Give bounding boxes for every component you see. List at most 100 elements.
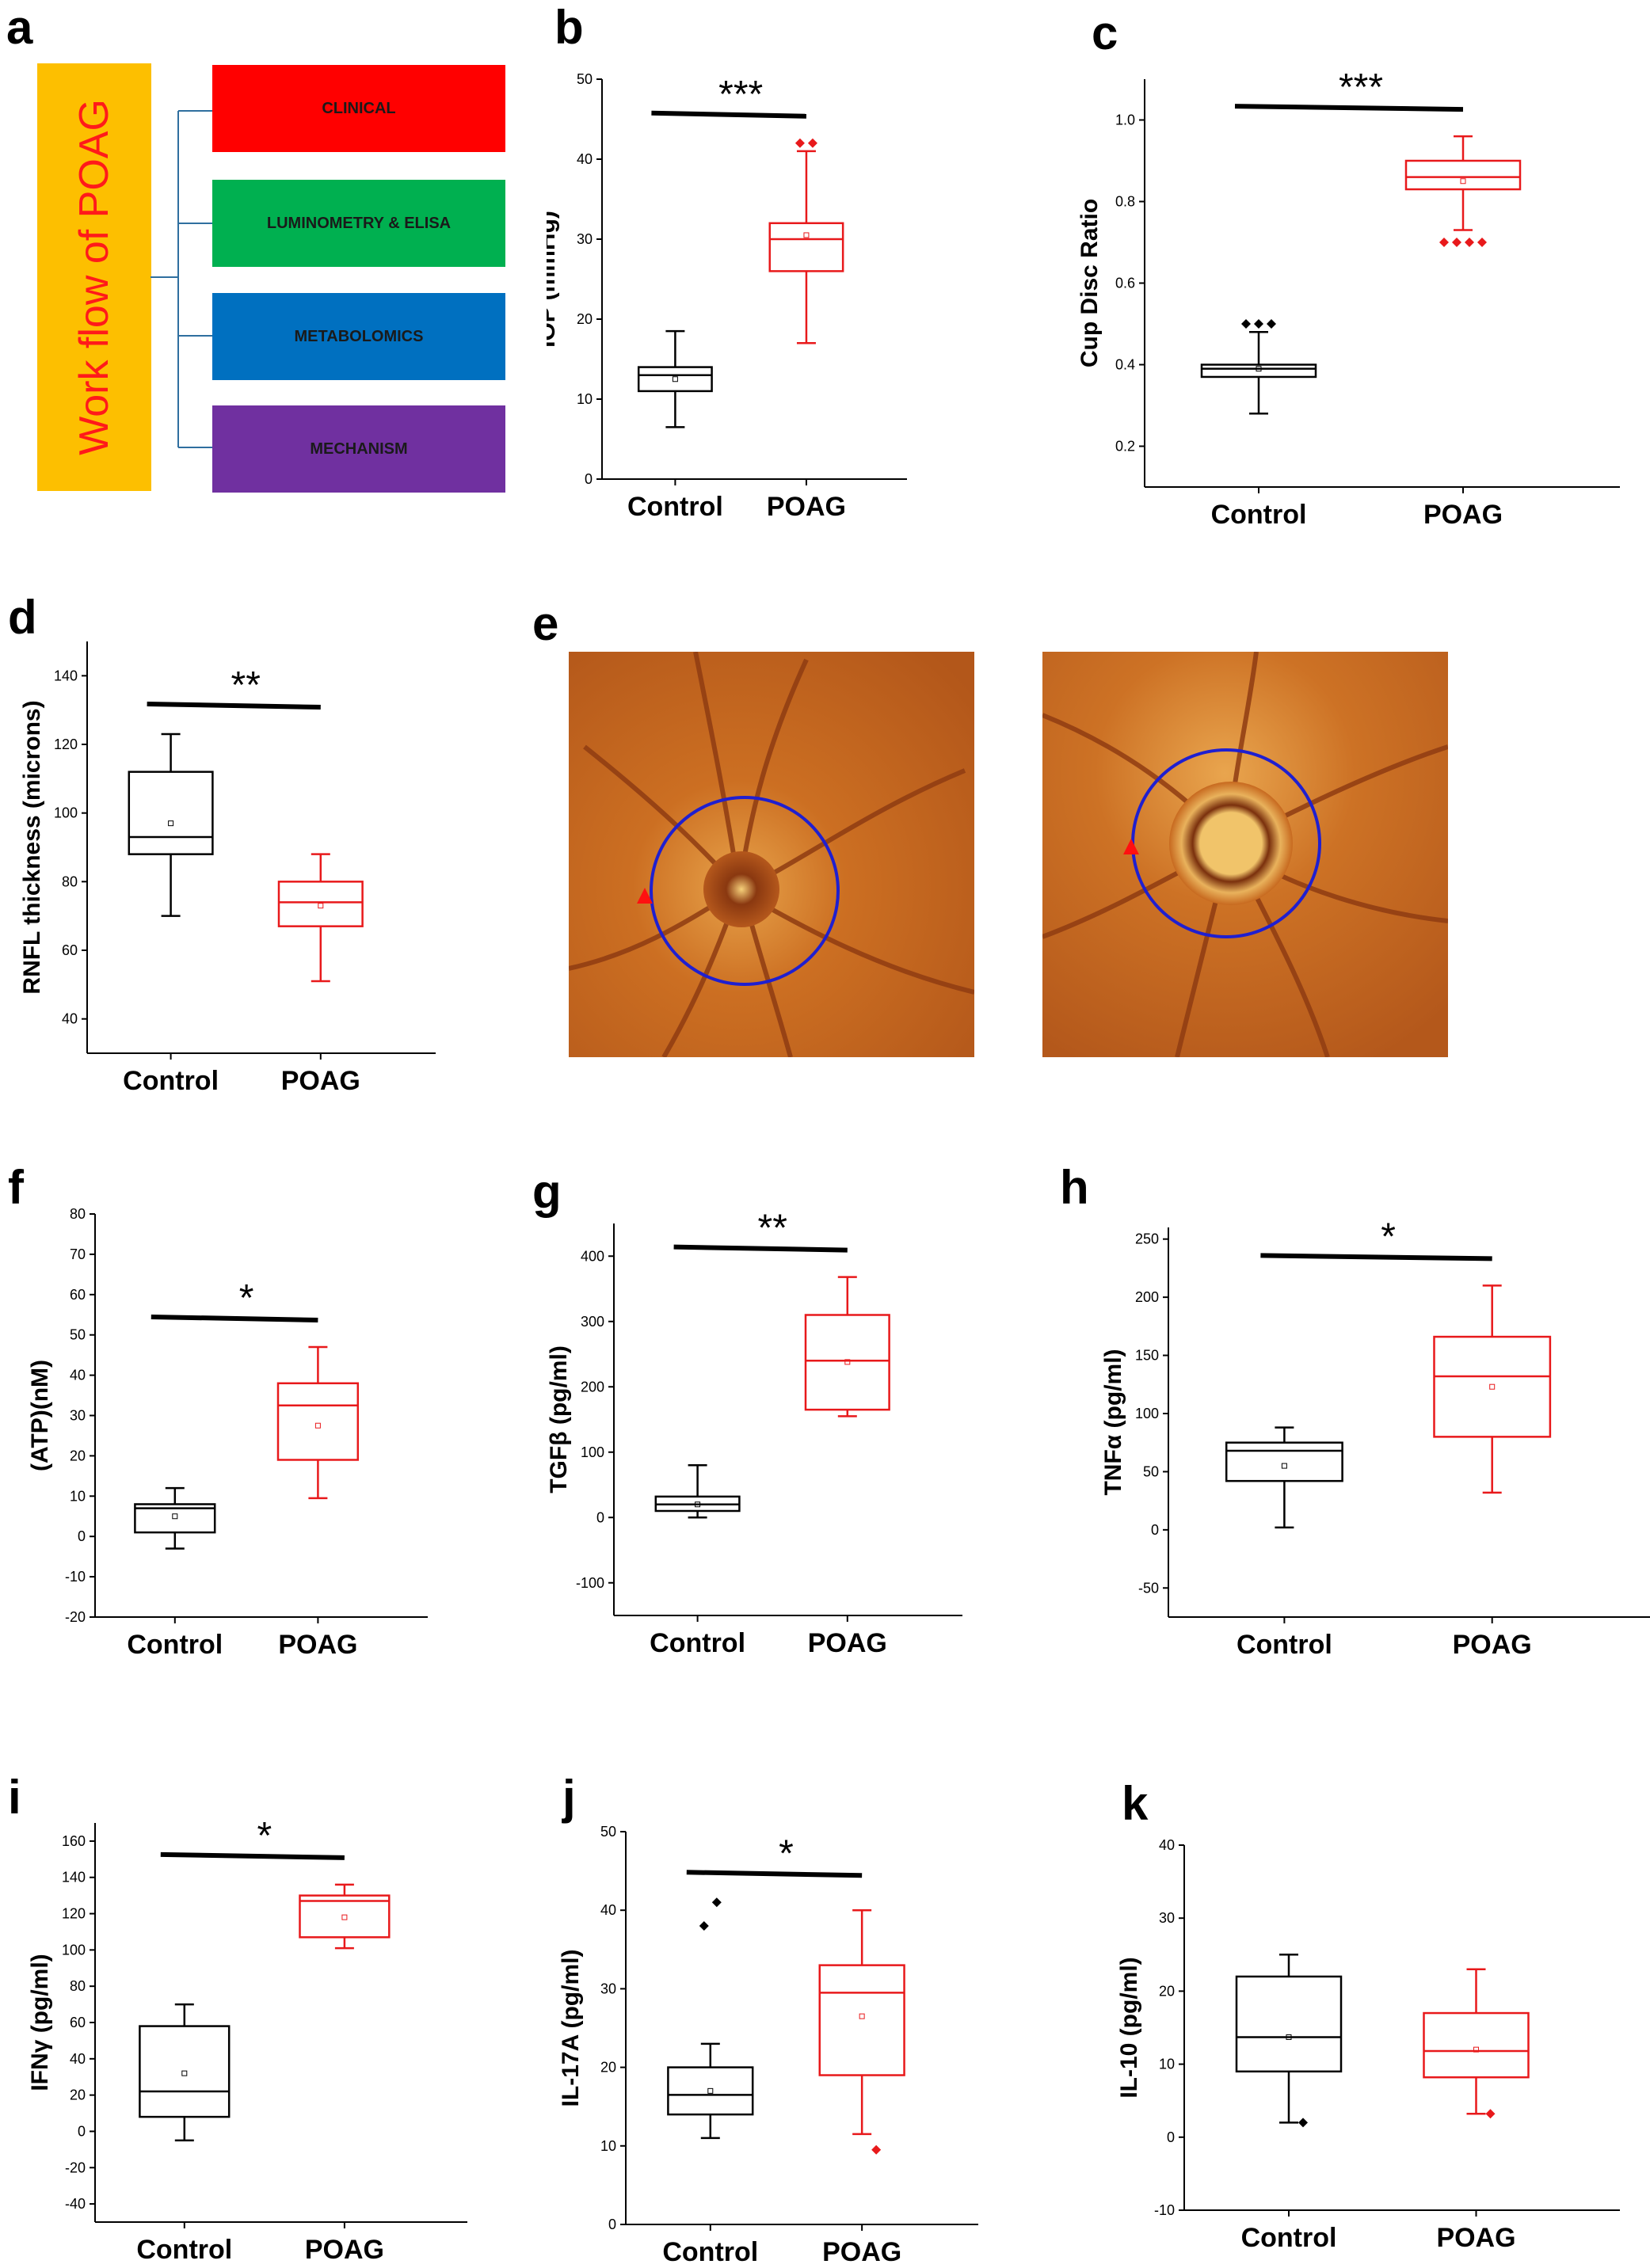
y-tick-label: 250: [1135, 1231, 1159, 1247]
y-axis-label: Cup Disc Ratio: [1077, 199, 1103, 367]
y-tick-label: 50: [600, 1824, 616, 1840]
y-axis-label: TGFβ (pg/ml): [546, 1345, 572, 1494]
control-box: [1235, 1975, 1343, 2073]
y-tick-label: -20: [65, 2160, 86, 2175]
y-tick-label: -50: [1138, 1580, 1159, 1596]
y-tick-label: 150: [1135, 1348, 1159, 1364]
chart-tgf-beta: -100 0 100 200 300 400 TGFβ (pg/ml) Control POAG…: [546, 1208, 962, 1658]
y-tick-label: 80: [70, 1206, 86, 1222]
y-tick-label: 400: [581, 1248, 604, 1264]
significance-bar: [673, 1244, 848, 1253]
y-tick-label: 50: [70, 1327, 86, 1343]
poag-mean: [318, 903, 324, 909]
x-tick-label: POAG: [808, 1628, 887, 1658]
significance-label: *: [257, 1815, 272, 1857]
x-tick-label: Control: [127, 1630, 223, 1660]
x-tick-label: Control: [650, 1628, 745, 1658]
y-tick-label: 0: [78, 1528, 86, 1544]
chart-ifn-gamma: -40 -20 0 20 40 60 80 100 120 140 160 IFNγ (pg/ml) C…: [27, 1815, 467, 2265]
panel-label-k: k: [1122, 1777, 1149, 1830]
control-mean: [672, 376, 678, 382]
y-tick-label: 100: [54, 805, 78, 821]
poag-outlier: [1439, 238, 1449, 247]
y-tick-label: 40: [600, 1902, 616, 1918]
poag-outlier: [1477, 238, 1487, 247]
control-box: [654, 1495, 741, 1513]
y-tick-label: 20: [70, 1448, 86, 1463]
significance-label: ***: [1339, 67, 1383, 108]
poag-box: [1433, 1335, 1552, 1438]
y-tick-label: 30: [70, 1408, 86, 1424]
x-tick-label: Control: [662, 2237, 758, 2267]
panel-label-i: i: [8, 1771, 21, 1824]
control-mean: [168, 820, 174, 827]
poag-outlier: [1465, 238, 1474, 247]
control-mean: [1286, 2034, 1292, 2040]
workflow-connectors: [151, 110, 212, 448]
y-tick-label: 140: [54, 668, 78, 683]
y-tick-label: 10: [70, 1488, 86, 1504]
workflow-title: Work flow of POAG: [71, 99, 117, 455]
y-tick-label: 300: [581, 1314, 604, 1330]
y-tick-label: 120: [62, 1906, 86, 1922]
y-tick-label: 60: [70, 2015, 86, 2030]
x-tick-label: POAG: [305, 2235, 384, 2265]
x-tick-label: POAG: [767, 492, 846, 522]
x-tick-label: Control: [123, 1066, 219, 1096]
y-tick-label: 0.4: [1115, 357, 1135, 373]
control-box: [139, 2025, 231, 2118]
control-box: [128, 771, 214, 855]
y-tick-label: -20: [65, 1609, 86, 1625]
significance-label: *: [779, 1832, 794, 1874]
chart-il-17a: 0 10 20 30 40 50 IL-17A (pg/ml) Control POAG *: [558, 1824, 978, 2267]
control-box: [667, 2066, 754, 2116]
significance-bar: [651, 110, 807, 119]
y-tick-label: 30: [577, 231, 593, 247]
poag-mean: [1489, 1383, 1496, 1390]
x-tick-label: Control: [136, 2235, 232, 2265]
poag-box: [276, 1382, 360, 1461]
y-tick-label: 30: [600, 1981, 616, 1996]
y-tick-label: 0.6: [1115, 276, 1135, 291]
workflow-step-clinical: CLINICAL: [212, 65, 505, 152]
y-tick-label: 80: [70, 1978, 86, 1994]
y-tick-label: 20: [577, 311, 593, 327]
significance-bar: [1260, 1253, 1492, 1261]
panel-label-d: d: [8, 591, 37, 644]
x-tick-label: Control: [627, 492, 723, 522]
poag-mean: [844, 1359, 851, 1365]
y-tick-label: 200: [1135, 1289, 1159, 1305]
workflow-step-label: LUMINOMETRY & ELISA: [266, 214, 452, 232]
x-tick-label: POAG: [281, 1066, 360, 1096]
x-tick-label: Control: [1241, 2223, 1337, 2253]
panel-label-b: b: [554, 1, 584, 54]
y-tick-label: 1.0: [1115, 112, 1135, 128]
y-tick-label: 10: [600, 2138, 616, 2154]
poag-box: [804, 1314, 890, 1411]
significance-bar: [686, 1870, 863, 1878]
control-mean: [695, 1501, 701, 1508]
y-tick-label: 70: [70, 1246, 86, 1262]
y-tick-label: 20: [70, 2087, 86, 2103]
panel-label-a: a: [6, 1, 33, 54]
x-tick-label: POAG: [1436, 2223, 1515, 2253]
y-tick-label: 100: [62, 1942, 86, 1958]
y-tick-label: 0: [1151, 1522, 1159, 1538]
x-tick-label: POAG: [822, 2237, 901, 2267]
poag-box: [1423, 2011, 1530, 2079]
y-tick-label: -10: [65, 1569, 86, 1585]
control-mean: [1281, 1463, 1287, 1469]
significance-label: *: [1381, 1216, 1396, 1258]
control-outlier: [1267, 319, 1276, 329]
significance-label: **: [758, 1208, 787, 1250]
y-tick-label: 0.2: [1115, 439, 1135, 455]
y-tick-label: 40: [62, 1011, 78, 1027]
significance-bar: [147, 702, 321, 710]
y-tick-label: 0: [78, 2123, 86, 2139]
y-tick-label: 40: [70, 2051, 86, 2067]
panel-label-c: c: [1092, 6, 1118, 59]
control-box: [637, 366, 713, 393]
y-tick-label: 0: [1167, 2129, 1175, 2145]
control-mean: [172, 1513, 178, 1520]
poag-outlier: [807, 138, 817, 148]
